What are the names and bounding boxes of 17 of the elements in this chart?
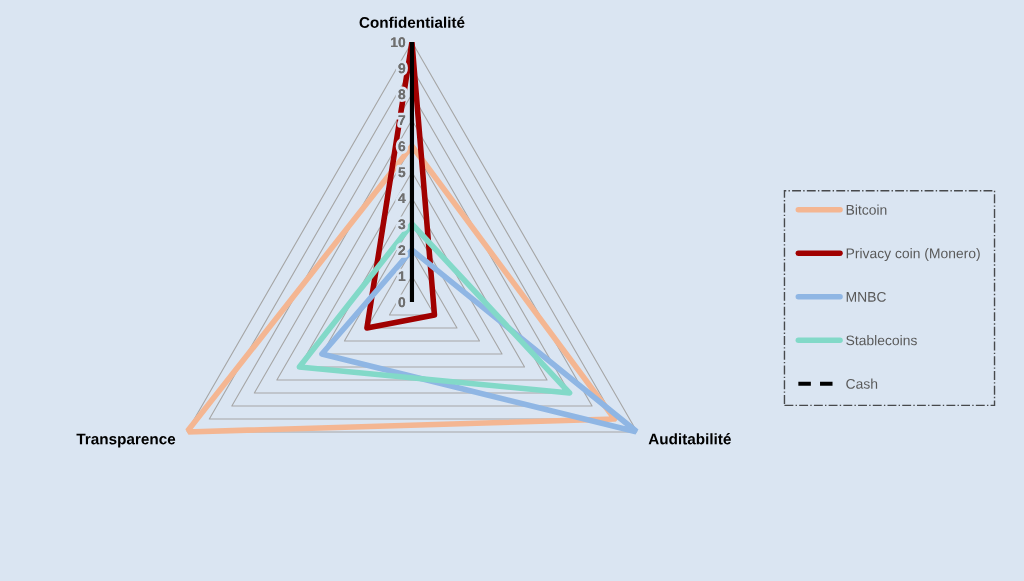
y-tick-label: 10 [391,37,406,48]
legend-label: Cash [846,378,878,389]
legend-label: Stablecoins [846,335,917,346]
y-tick-label: 5 [398,167,406,178]
legend-label: Bitcoin [846,204,887,215]
y-tick-label: 9 [398,63,406,74]
y-tick-label: 3 [398,219,406,230]
y-tick-label: 6 [398,141,406,152]
legend-label: MNBC [846,291,886,302]
spoke-label: Transparence [76,433,176,448]
legend-label: Privacy coin (Monero) [846,248,980,262]
y-tick-label: 2 [398,245,406,256]
y-tick-label: 4 [398,193,406,204]
y-tick-label: 0 [398,297,406,308]
spoke-label: Confidentialité [359,16,465,28]
spoke-label: Auditabilité [648,433,731,445]
y-tick-label: 1 [398,271,406,282]
